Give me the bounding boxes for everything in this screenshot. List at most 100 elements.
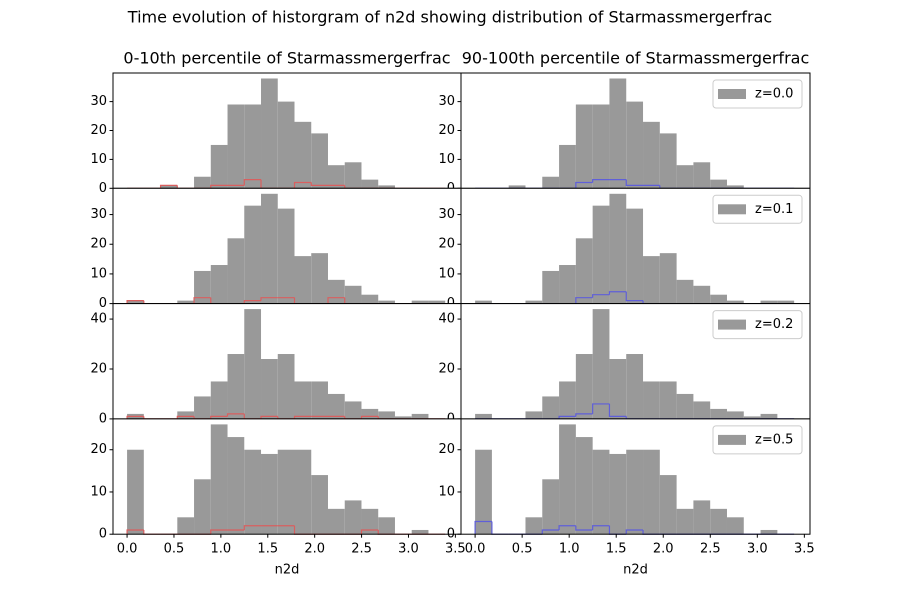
histogram-bar [344, 500, 362, 535]
histogram-bar [160, 185, 178, 189]
axes-title: 0-10th percentile of Starmassmergerfrac [123, 49, 450, 68]
histogram-bar [277, 354, 295, 419]
histogram-bar [643, 121, 660, 189]
histogram-bar [277, 101, 295, 189]
histogram-bar [294, 449, 312, 535]
x-tick-label: 3.0 [747, 542, 768, 557]
histogram-step [625, 179, 644, 187]
y-tick-label: 40 [90, 312, 107, 327]
histogram-step [360, 529, 379, 535]
histogram-bar [294, 121, 312, 189]
histogram-bar [294, 381, 312, 419]
x-tick-label: 1.0 [211, 542, 232, 557]
x-tick-label: 1.5 [257, 542, 278, 557]
histogram-step [126, 415, 144, 419]
y-tick-label: 20 [90, 442, 107, 457]
legend-label: z=0.2 [755, 317, 793, 332]
y-tick-label: 10 [90, 484, 107, 499]
x-tick-label: 2.0 [653, 542, 674, 557]
histogram-bar [626, 208, 644, 304]
axes: 0 10 20 30 [90, 187, 462, 311]
histogram-step [360, 415, 379, 419]
y-tick-label: 30 [438, 94, 455, 109]
y-tick-label: 20 [438, 237, 455, 252]
x-tick-label: 3.5 [794, 542, 815, 557]
histogram-bar [710, 408, 727, 419]
histogram-bar [194, 396, 211, 419]
histogram-bar [693, 162, 711, 189]
histogram-bar [760, 529, 778, 535]
histogram-bar [261, 78, 278, 189]
histogram-bar [676, 393, 694, 419]
histogram-bar [710, 508, 727, 535]
histogram-bar [726, 517, 744, 535]
histogram-step [575, 297, 593, 304]
histogram-bar [609, 453, 627, 535]
x-tick-label: 1.0 [559, 542, 580, 557]
histogram-bar [760, 300, 778, 304]
histogram-bar [411, 529, 429, 535]
x-tick-label: 0.0 [465, 542, 486, 557]
histogram-step [592, 179, 610, 183]
histogram-bar [244, 309, 262, 419]
histogram-bar [542, 396, 560, 419]
histogram-bar [210, 265, 228, 304]
histogram-step [226, 413, 245, 417]
histogram-bar [311, 381, 328, 419]
y-tick-label: 20 [90, 237, 107, 252]
histogram-bar [475, 449, 492, 535]
y-tick-label: 0 [447, 527, 455, 542]
histogram-bar [575, 354, 593, 419]
axes-frame [460, 418, 811, 535]
histogram-bar [743, 416, 761, 419]
histogram-bar [659, 475, 677, 535]
histogram-bar [475, 300, 492, 304]
histogram-bar [210, 424, 228, 535]
histogram-bar [428, 300, 446, 304]
axes-title: 90-100th percentile of Starmassmergerfra… [462, 49, 810, 68]
histogram-bar [726, 411, 744, 419]
histogram-bar [626, 101, 644, 189]
histogram-bar [559, 424, 576, 535]
histogram-step [126, 529, 144, 535]
histogram-bar [127, 449, 144, 535]
histogram-bar [676, 165, 694, 189]
histogram-bar [643, 449, 660, 535]
x-tick-label: 0.5 [512, 542, 533, 557]
histogram-step [310, 182, 328, 187]
histogram-step [210, 184, 228, 189]
x-tick-label: 1.5 [606, 542, 627, 557]
histogram-bar [261, 453, 278, 535]
axes: 0 10 20 0.0 0.5 1.0 1.5 2.0 2.5 3.0 3.5 n2d [90, 418, 466, 578]
axes: 0 10 20 0.0 0.5 1.0 1.5 2.0 2.5 3.0 3.5 n2d z=0.5 [438, 418, 815, 578]
x-tick-label: 3.0 [398, 542, 419, 557]
histogram-bar [643, 256, 660, 304]
histogram-bar [378, 300, 395, 304]
y-tick-label: 10 [90, 152, 107, 167]
y-tick-label: 20 [90, 361, 107, 376]
histogram-bar [592, 205, 610, 304]
y-tick-label: 20 [90, 123, 107, 138]
y-tick-label: 20 [438, 442, 455, 457]
histogram-step [243, 300, 262, 304]
histogram-step [575, 413, 593, 417]
histogram-bar [127, 300, 144, 304]
histogram-step [608, 403, 627, 418]
y-tick-label: 30 [438, 207, 455, 222]
histogram-bar [525, 517, 543, 535]
histogram-bar [542, 176, 560, 189]
y-tick-label: 30 [90, 207, 107, 222]
axes: 0 10 20 30 0-10th percentile of Starmassmerg… [90, 49, 462, 196]
histogram-bar [659, 381, 677, 419]
histogram-bar [210, 144, 228, 189]
histogram-bar [777, 300, 795, 304]
histogram-step [176, 415, 195, 419]
histogram-step [625, 291, 644, 302]
histogram-bar [361, 294, 379, 304]
x-tick-label: 2.0 [304, 542, 325, 557]
histogram-step [193, 297, 211, 304]
x-axis-label: n2d [275, 563, 300, 578]
histogram-bar [411, 413, 429, 419]
